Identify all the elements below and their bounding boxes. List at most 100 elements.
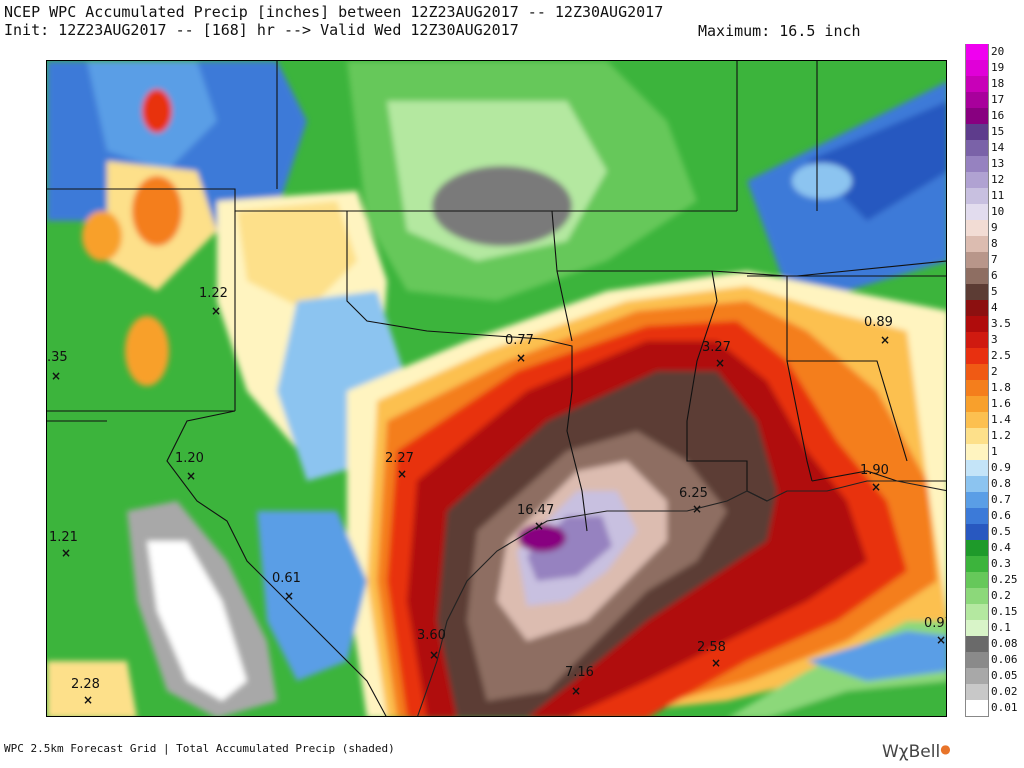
legend-label: 1.4 [991,413,1011,426]
point-marker: × [516,351,526,365]
legend-label: 0.15 [991,605,1018,618]
brand-dot-icon: ● [940,742,951,756]
legend-row: 7 [965,252,1023,268]
legend-label: 0.25 [991,573,1018,586]
legend-label: 0.02 [991,685,1018,698]
point-labels: 1.22 × .35 × 0.77 × 3.27 × 0.89 × 1.20 ×… [47,286,947,707]
brand-text: WχBell [882,742,941,762]
legend-row: 0.2 [965,588,1023,604]
legend-swatch [965,508,989,524]
point-label: 2.58 [697,640,726,655]
legend-label: 3 [991,333,998,346]
point-label: 7.16 [565,665,594,680]
point-label: 0.77 [505,333,534,348]
footer-text: WPC 2.5km Forecast Grid | Total Accumula… [4,742,395,755]
legend-row: 1.8 [965,380,1023,396]
legend-row: 1.4 [965,412,1023,428]
legend-row: 20 [965,44,1023,60]
legend-swatch [965,540,989,556]
legend-swatch [965,76,989,92]
legend-label: 2 [991,365,998,378]
legend-label: 18 [991,77,1005,90]
legend-swatch [965,300,989,316]
point-marker: × [61,546,71,560]
legend-row: 11 [965,188,1023,204]
point-label: 3.27 [702,340,731,355]
legend-label: 20 [991,45,1005,58]
point-marker: × [284,589,294,603]
brand-logo: WχBell● [882,742,951,762]
map-subtitle: Init: 12Z23AUG2017 -- [168] hr --> Valid… [4,21,519,39]
legend-row: 1.6 [965,396,1023,412]
legend-swatch [965,60,989,76]
legend-label: 0.8 [991,477,1011,490]
legend-swatch [965,188,989,204]
legend-label: 7 [991,253,998,266]
legend-swatch [965,636,989,652]
legend-swatch [965,156,989,172]
legend-swatch [965,220,989,236]
legend-swatch [965,460,989,476]
legend-label: 15 [991,125,1005,138]
legend-row: 0.7 [965,492,1023,508]
legend-swatch [965,44,989,60]
legend-swatch [965,124,989,140]
maximum-label: Maximum: 16.5 inch [698,22,861,40]
legend-row: 0.05 [965,668,1023,684]
legend-row: 0.06 [965,652,1023,668]
legend-bottom-rule [965,716,989,717]
legend-swatch [965,412,989,428]
legend-swatch [965,572,989,588]
legend-swatch [965,620,989,636]
legend-row: 0.3 [965,556,1023,572]
legend-row: 0.01 [965,700,1023,716]
legend-label: 0.3 [991,557,1011,570]
legend-label: 8 [991,237,998,250]
legend-label: 14 [991,141,1005,154]
legend-swatch [965,700,989,716]
legend-row: 13 [965,156,1023,172]
point-label: 1.90 [860,463,889,478]
legend-swatch [965,172,989,188]
legend-row: 0.08 [965,636,1023,652]
legend-label: 0.9 [991,461,1011,474]
point-label: .35 [47,350,68,365]
legend-label: 10 [991,205,1005,218]
legend-swatch [965,236,989,252]
point-marker: × [186,469,196,483]
point-label: 0.97 [924,616,947,631]
precip-field [47,61,946,716]
legend-label: 12 [991,173,1005,186]
legend-swatch [965,556,989,572]
point-marker: × [211,304,221,318]
legend-row: 3 [965,332,1023,348]
legend-swatch [965,604,989,620]
legend-swatch [965,316,989,332]
legend-label: 0.2 [991,589,1011,602]
legend-row: 0.9 [965,460,1023,476]
legend-swatch [965,668,989,684]
legend-swatch [965,396,989,412]
legend-swatch [965,428,989,444]
legend-label: 0.6 [991,509,1011,522]
point-marker: × [692,502,702,516]
legend-swatch [965,652,989,668]
legend-row: 0.5 [965,524,1023,540]
legend-label: 1.8 [991,381,1011,394]
legend-row: 14 [965,140,1023,156]
legend-row: 5 [965,284,1023,300]
legend-label: 0.08 [991,637,1018,650]
legend-row: 16 [965,108,1023,124]
legend-label: 0.01 [991,701,1018,714]
point-marker: × [880,333,890,347]
point-label: 1.20 [175,451,204,466]
legend-label: 1 [991,445,998,458]
legend-swatch [965,348,989,364]
legend-row: 3.5 [965,316,1023,332]
point-marker: × [571,684,581,698]
legend-row: 0.1 [965,620,1023,636]
legend-swatch [965,364,989,380]
legend-swatch [965,476,989,492]
precip-map: 1.22 × .35 × 0.77 × 3.27 × 0.89 × 1.20 ×… [46,60,947,717]
legend-row: 0.15 [965,604,1023,620]
